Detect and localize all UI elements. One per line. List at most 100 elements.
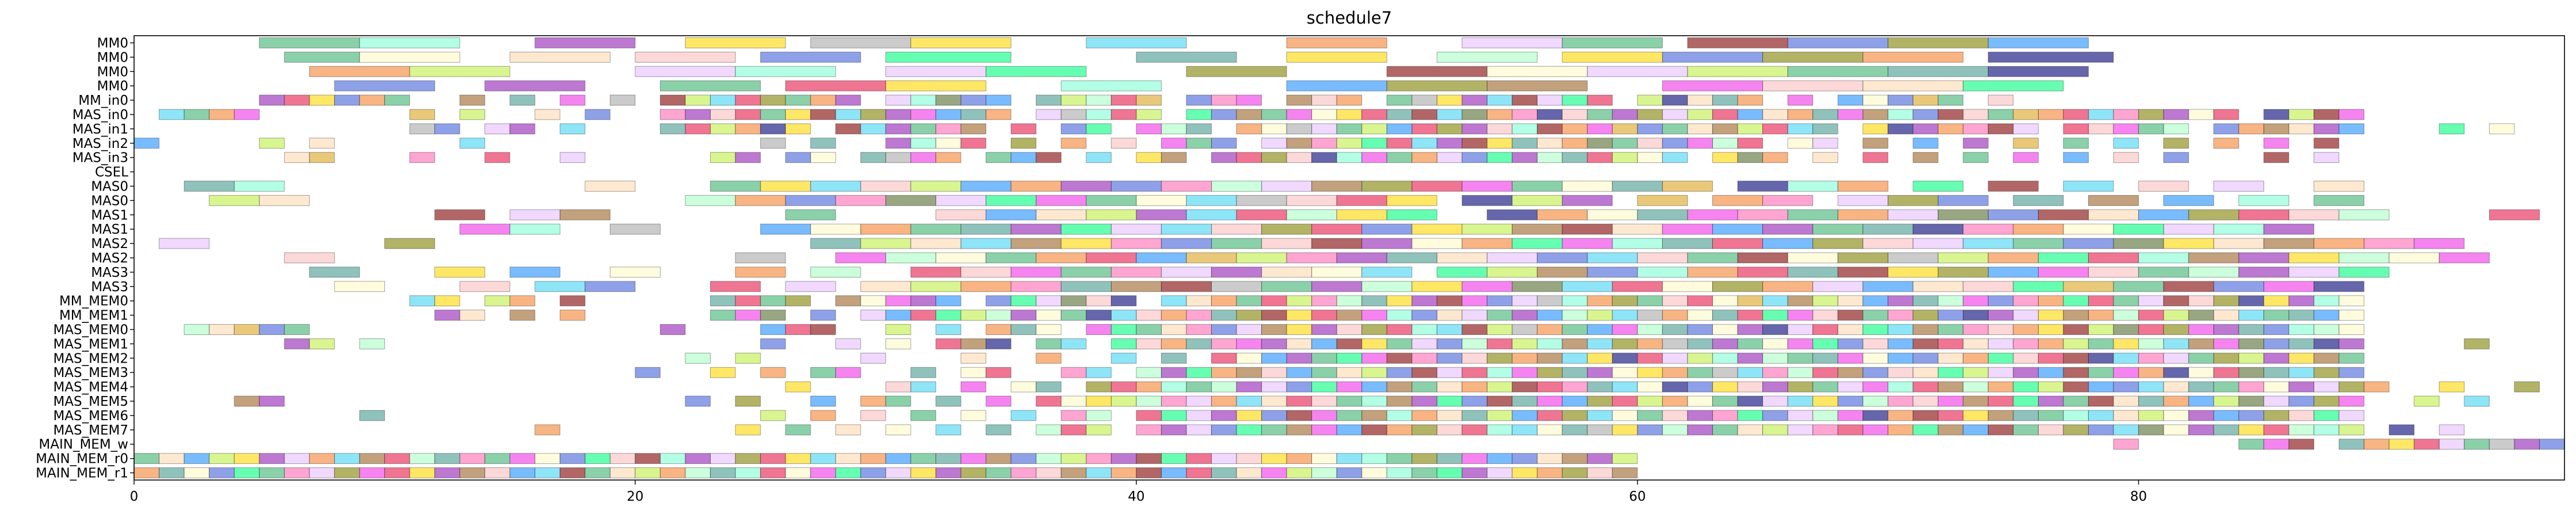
task-bar [735, 94, 761, 106]
task-bar [1712, 310, 1738, 321]
y-tick-label: MAS_in3 [72, 151, 128, 166]
task-bar [1336, 467, 1363, 478]
task-bar [1261, 352, 1287, 364]
task-bar [1436, 395, 1463, 407]
task-bar [1236, 395, 1262, 407]
task-bar [760, 94, 786, 106]
task-bar [2438, 424, 2465, 436]
task-bar [1913, 281, 1964, 292]
task-bar [2489, 209, 2540, 220]
task-bar [1537, 94, 1563, 106]
task-bar [1937, 352, 1964, 364]
task-bar [1737, 424, 1763, 436]
task-bar [1762, 281, 1814, 292]
task-bar [1562, 281, 1613, 292]
task-bar [309, 338, 335, 349]
task-bar [1086, 424, 1112, 436]
task-bar [1110, 94, 1137, 106]
task-bar [936, 209, 987, 220]
task-bar [1762, 223, 1814, 235]
task-bar [785, 424, 811, 436]
task-bar [1587, 424, 1613, 436]
task-bar [1487, 381, 1513, 393]
task-bar [2163, 310, 2189, 321]
task-bar [1311, 94, 1337, 106]
task-bar [1461, 223, 1513, 235]
task-bar [2314, 109, 2340, 120]
task-bar [509, 51, 610, 63]
task-bar [2314, 238, 2365, 249]
task-bar [1562, 152, 1588, 163]
task-bar [2314, 381, 2340, 393]
task-bar [1036, 467, 1062, 478]
task-bar [735, 266, 786, 278]
task-bar [885, 324, 911, 335]
task-bar [910, 123, 936, 135]
task-bar [710, 467, 736, 478]
task-bar [2088, 295, 2114, 307]
task-bar [1261, 381, 1287, 393]
task-bar [860, 352, 886, 364]
task-bar [1963, 238, 2014, 249]
task-bar [1461, 424, 1487, 436]
task-bar [660, 94, 686, 106]
task-bar [2188, 352, 2214, 364]
task-bar [1687, 324, 1713, 335]
task-bar [2489, 439, 2515, 450]
task-bar [2163, 152, 2189, 163]
task-bar [1036, 152, 1062, 163]
task-bar [234, 324, 260, 335]
task-bar [2088, 310, 2114, 321]
task-bar [1612, 352, 1638, 364]
task-bar [1386, 152, 1413, 163]
task-bar [1186, 324, 1212, 335]
task-bar [1436, 338, 1463, 349]
task-bar [1461, 381, 1487, 393]
task-bar [1712, 367, 1738, 378]
task-bar [2364, 439, 2390, 450]
task-bar [1612, 395, 1638, 407]
y-tick-label: MAS_MEM0 [53, 323, 128, 338]
task-bar [936, 94, 961, 106]
task-bar [1762, 123, 1788, 135]
task-bar [1762, 410, 1788, 421]
task-bar [2338, 324, 2365, 335]
task-bar [2138, 367, 2164, 378]
task-bar [1612, 223, 1663, 235]
task-bar [1637, 338, 1663, 349]
task-bar [960, 123, 986, 135]
task-bar [2288, 338, 2314, 349]
task-bar [1913, 223, 1964, 235]
task-bar [710, 310, 736, 321]
task-bar [910, 453, 936, 464]
task-bar [1336, 395, 1363, 407]
task-bar [1837, 338, 1864, 349]
task-bar [1913, 109, 1938, 120]
task-bar [1436, 266, 1487, 278]
task-bar [2338, 123, 2365, 135]
task-bar [1937, 94, 1964, 106]
task-bar [2088, 266, 2139, 278]
task-bar [885, 152, 911, 163]
task-bar [1612, 109, 1638, 120]
task-bar [1837, 367, 1864, 378]
task-bar [1787, 338, 1814, 349]
task-bar [1336, 209, 1387, 220]
task-bar [910, 266, 961, 278]
task-bar [1136, 453, 1162, 464]
task-bar [1562, 310, 1588, 321]
task-bar [1461, 352, 1487, 364]
task-bar [2238, 367, 2264, 378]
task-bar [1461, 138, 1487, 149]
task-bar [1837, 295, 1864, 307]
task-bar [1737, 94, 1763, 106]
task-bar [1887, 410, 1914, 421]
task-bar [2013, 352, 2039, 364]
task-bar [660, 80, 761, 92]
task-bar [1211, 381, 1237, 393]
task-bar [1637, 424, 1663, 436]
task-bar [760, 181, 811, 192]
task-bar [1987, 424, 2014, 436]
task-bar [785, 295, 811, 307]
task-bar [2414, 439, 2440, 450]
